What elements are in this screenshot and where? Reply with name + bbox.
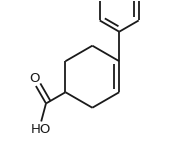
Text: HO: HO: [31, 123, 51, 136]
Text: O: O: [29, 72, 40, 85]
